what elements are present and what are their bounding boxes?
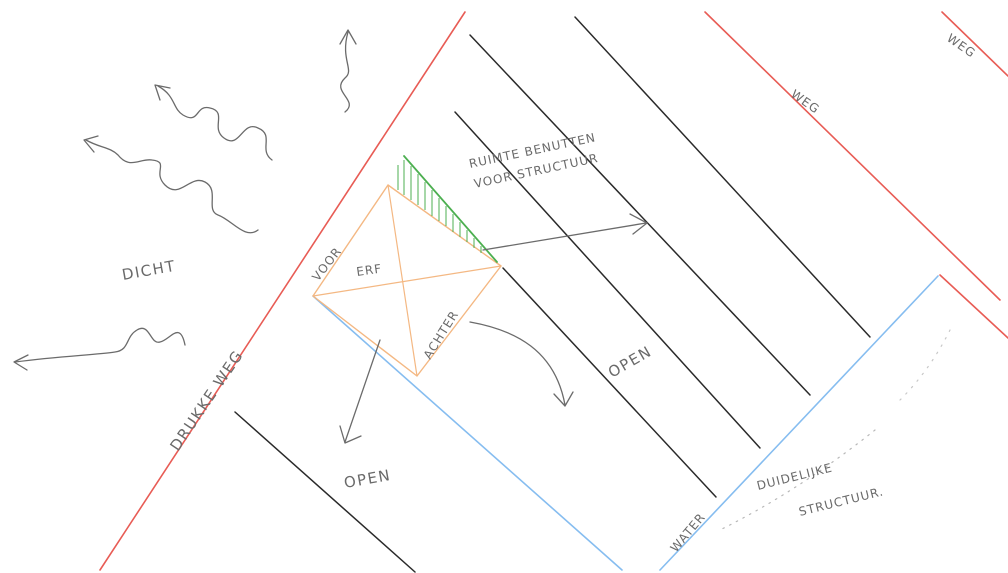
squiggle-arrow-upper-left xyxy=(154,84,273,161)
weg-line-right-lower xyxy=(939,274,1008,339)
field-line-2 xyxy=(574,16,871,338)
weg-line-right xyxy=(941,11,1008,77)
label-water: WATER xyxy=(668,510,709,555)
label-weg-right: WEG xyxy=(944,31,978,61)
label-erf: ERF xyxy=(355,262,383,279)
water-line xyxy=(312,295,623,571)
squiggle-arrow-up xyxy=(339,29,357,113)
arrow-down-left xyxy=(339,339,381,444)
label-drukke-weg: DRUKKE WEG xyxy=(166,347,247,455)
dotted-edge xyxy=(719,429,876,531)
erf-diagonal-2 xyxy=(312,265,502,297)
field-line-3 xyxy=(454,111,761,449)
weg-line-middle xyxy=(704,11,1001,301)
arrow-curve-down xyxy=(469,321,574,407)
label-open-bottom: OPEN xyxy=(343,466,393,492)
label-achter: ACHTER xyxy=(421,308,462,362)
label-structuur: STRUCTUUR. xyxy=(797,484,885,519)
field-line-1 xyxy=(469,34,811,396)
label-voor: VOOR xyxy=(309,244,344,284)
squiggle-arrow-left xyxy=(13,327,186,371)
arrow-right xyxy=(482,213,648,251)
dotted-edge-upper xyxy=(899,329,951,401)
hatch-fill xyxy=(397,160,482,253)
erf-diagonal-1 xyxy=(387,184,418,377)
water-canal-line xyxy=(659,275,939,571)
hatch-edge xyxy=(403,155,498,263)
label-open-center: OPEN xyxy=(605,342,655,381)
drukke-weg-line xyxy=(99,11,466,571)
squiggle-arrow-left-mid xyxy=(83,135,259,234)
field-line-4 xyxy=(502,267,717,498)
field-line-5 xyxy=(234,411,416,573)
label-dicht: DICHT xyxy=(121,257,178,284)
label-weg-middle: WEG xyxy=(788,87,822,117)
